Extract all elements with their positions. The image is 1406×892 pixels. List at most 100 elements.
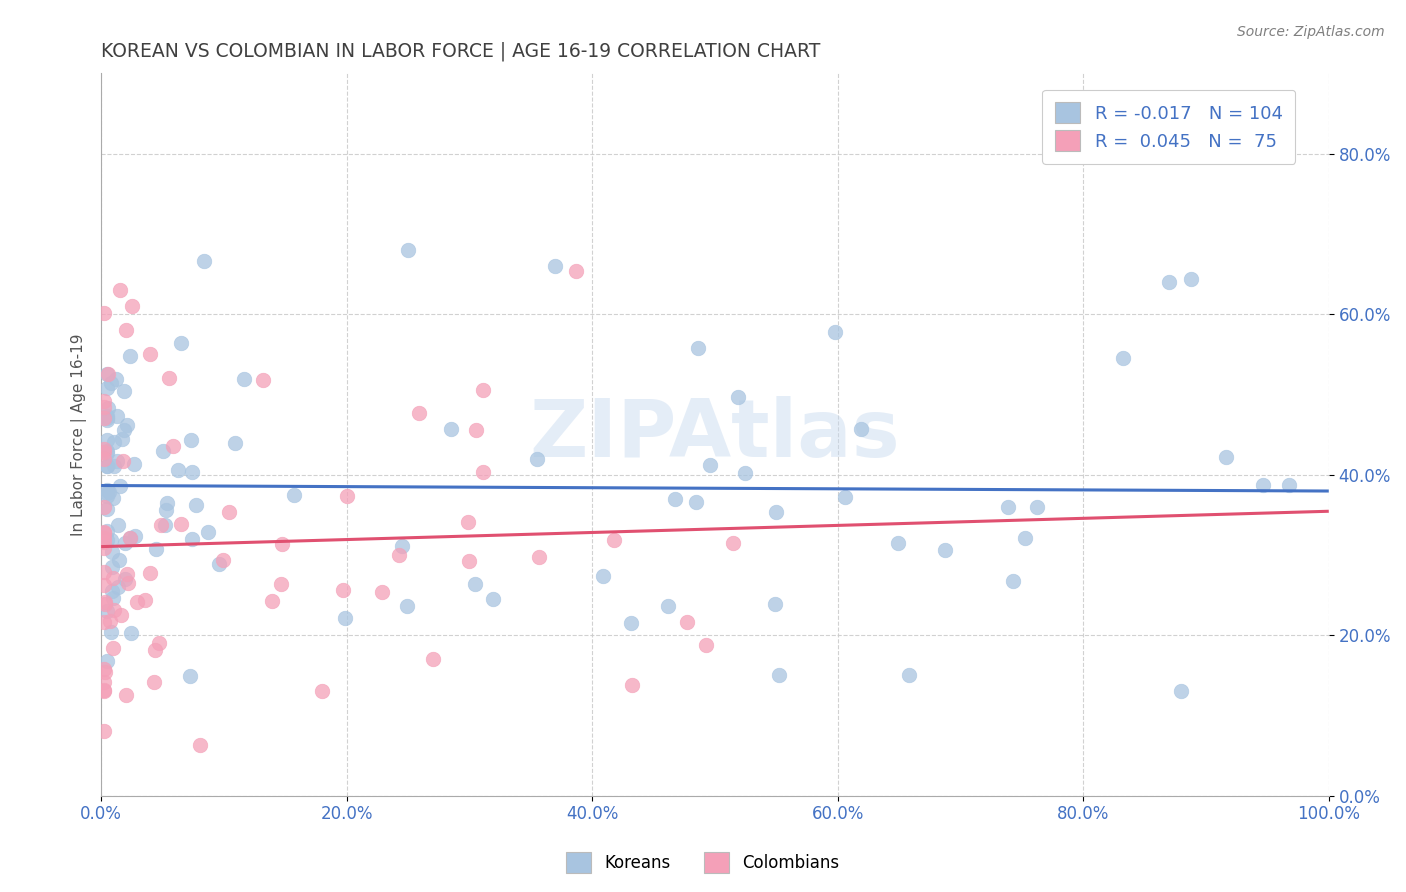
Point [685, 494, 707, 508]
Point [143, 643, 166, 657]
Point [464, 423, 486, 437]
Point [93, 615, 115, 630]
Point [1251, 478, 1274, 492]
Point [96, 413, 118, 427]
Point [457, 515, 479, 529]
Point [1112, 351, 1135, 365]
Point [96, 604, 118, 618]
Point [114, 323, 136, 337]
Point [156, 496, 179, 510]
Point [1170, 684, 1192, 698]
Point [96, 409, 118, 423]
Point [180, 465, 202, 479]
Point [96, 483, 118, 497]
Point [603, 533, 626, 547]
Point [695, 638, 717, 652]
Point [727, 390, 749, 404]
Point [101, 584, 124, 599]
Text: Source: ZipAtlas.com: Source: ZipAtlas.com [1237, 25, 1385, 39]
Point [93, 531, 115, 545]
Point [458, 554, 481, 568]
Point [115, 688, 138, 702]
Point [120, 625, 142, 640]
Point [114, 536, 136, 550]
Point [96, 434, 118, 448]
Point [155, 503, 177, 517]
Point [117, 575, 139, 590]
Point [96, 458, 118, 473]
Point [675, 615, 697, 629]
Point [93, 594, 115, 608]
Point [270, 537, 292, 551]
Point [544, 259, 567, 273]
Y-axis label: In Labor Force | Age 16-19: In Labor Force | Age 16-19 [72, 334, 87, 536]
Point [849, 422, 872, 436]
Point [1025, 500, 1047, 514]
Point [118, 349, 141, 363]
Point [93, 683, 115, 698]
Point [270, 576, 292, 591]
Point [100, 376, 122, 390]
Point [103, 603, 125, 617]
Point [107, 580, 129, 594]
Point [162, 439, 184, 453]
Point [120, 531, 142, 545]
Point [283, 488, 305, 502]
Point [262, 593, 284, 607]
Point [108, 283, 131, 297]
Point [143, 675, 166, 690]
Point [391, 539, 413, 553]
Point [218, 505, 240, 519]
Point [396, 599, 419, 614]
Point [105, 409, 128, 423]
Point [834, 491, 856, 505]
Point [107, 517, 129, 532]
Point [190, 738, 212, 752]
Point [145, 541, 167, 556]
Point [124, 529, 146, 543]
Point [93, 526, 115, 541]
Point [620, 678, 643, 692]
Point [93, 566, 115, 580]
Point [224, 436, 246, 450]
Point [103, 491, 125, 505]
Point [252, 373, 274, 387]
Point [96, 446, 118, 460]
Point [657, 599, 679, 614]
Point [108, 479, 131, 493]
Point [120, 531, 142, 545]
Point [765, 505, 787, 519]
Point [1014, 531, 1036, 545]
Point [472, 465, 495, 479]
Point [93, 683, 115, 698]
Point [94, 665, 117, 679]
Point [110, 608, 132, 623]
Point [96, 459, 118, 474]
Point [105, 453, 128, 467]
Point [1002, 574, 1025, 588]
Point [96, 524, 118, 538]
Point [408, 406, 430, 420]
Point [388, 548, 411, 562]
Point [664, 491, 686, 506]
Point [94, 597, 117, 611]
Point [620, 615, 643, 630]
Point [170, 336, 193, 351]
Point [101, 640, 124, 655]
Point [93, 535, 115, 549]
Point [207, 557, 229, 571]
Text: ZIPAtlas: ZIPAtlas [530, 395, 900, 474]
Point [96, 490, 118, 504]
Point [193, 254, 215, 268]
Point [103, 458, 125, 473]
Point [96, 367, 118, 381]
Point [721, 535, 744, 549]
Point [157, 371, 180, 385]
Text: KOREAN VS COLOMBIAN IN LABOR FORCE | AGE 16-19 CORRELATION CHART: KOREAN VS COLOMBIAN IN LABOR FORCE | AGE… [101, 42, 821, 62]
Point [93, 451, 115, 466]
Point [471, 383, 494, 397]
Point [108, 553, 131, 567]
Point [122, 458, 145, 472]
Point [93, 401, 115, 415]
Point [763, 598, 786, 612]
